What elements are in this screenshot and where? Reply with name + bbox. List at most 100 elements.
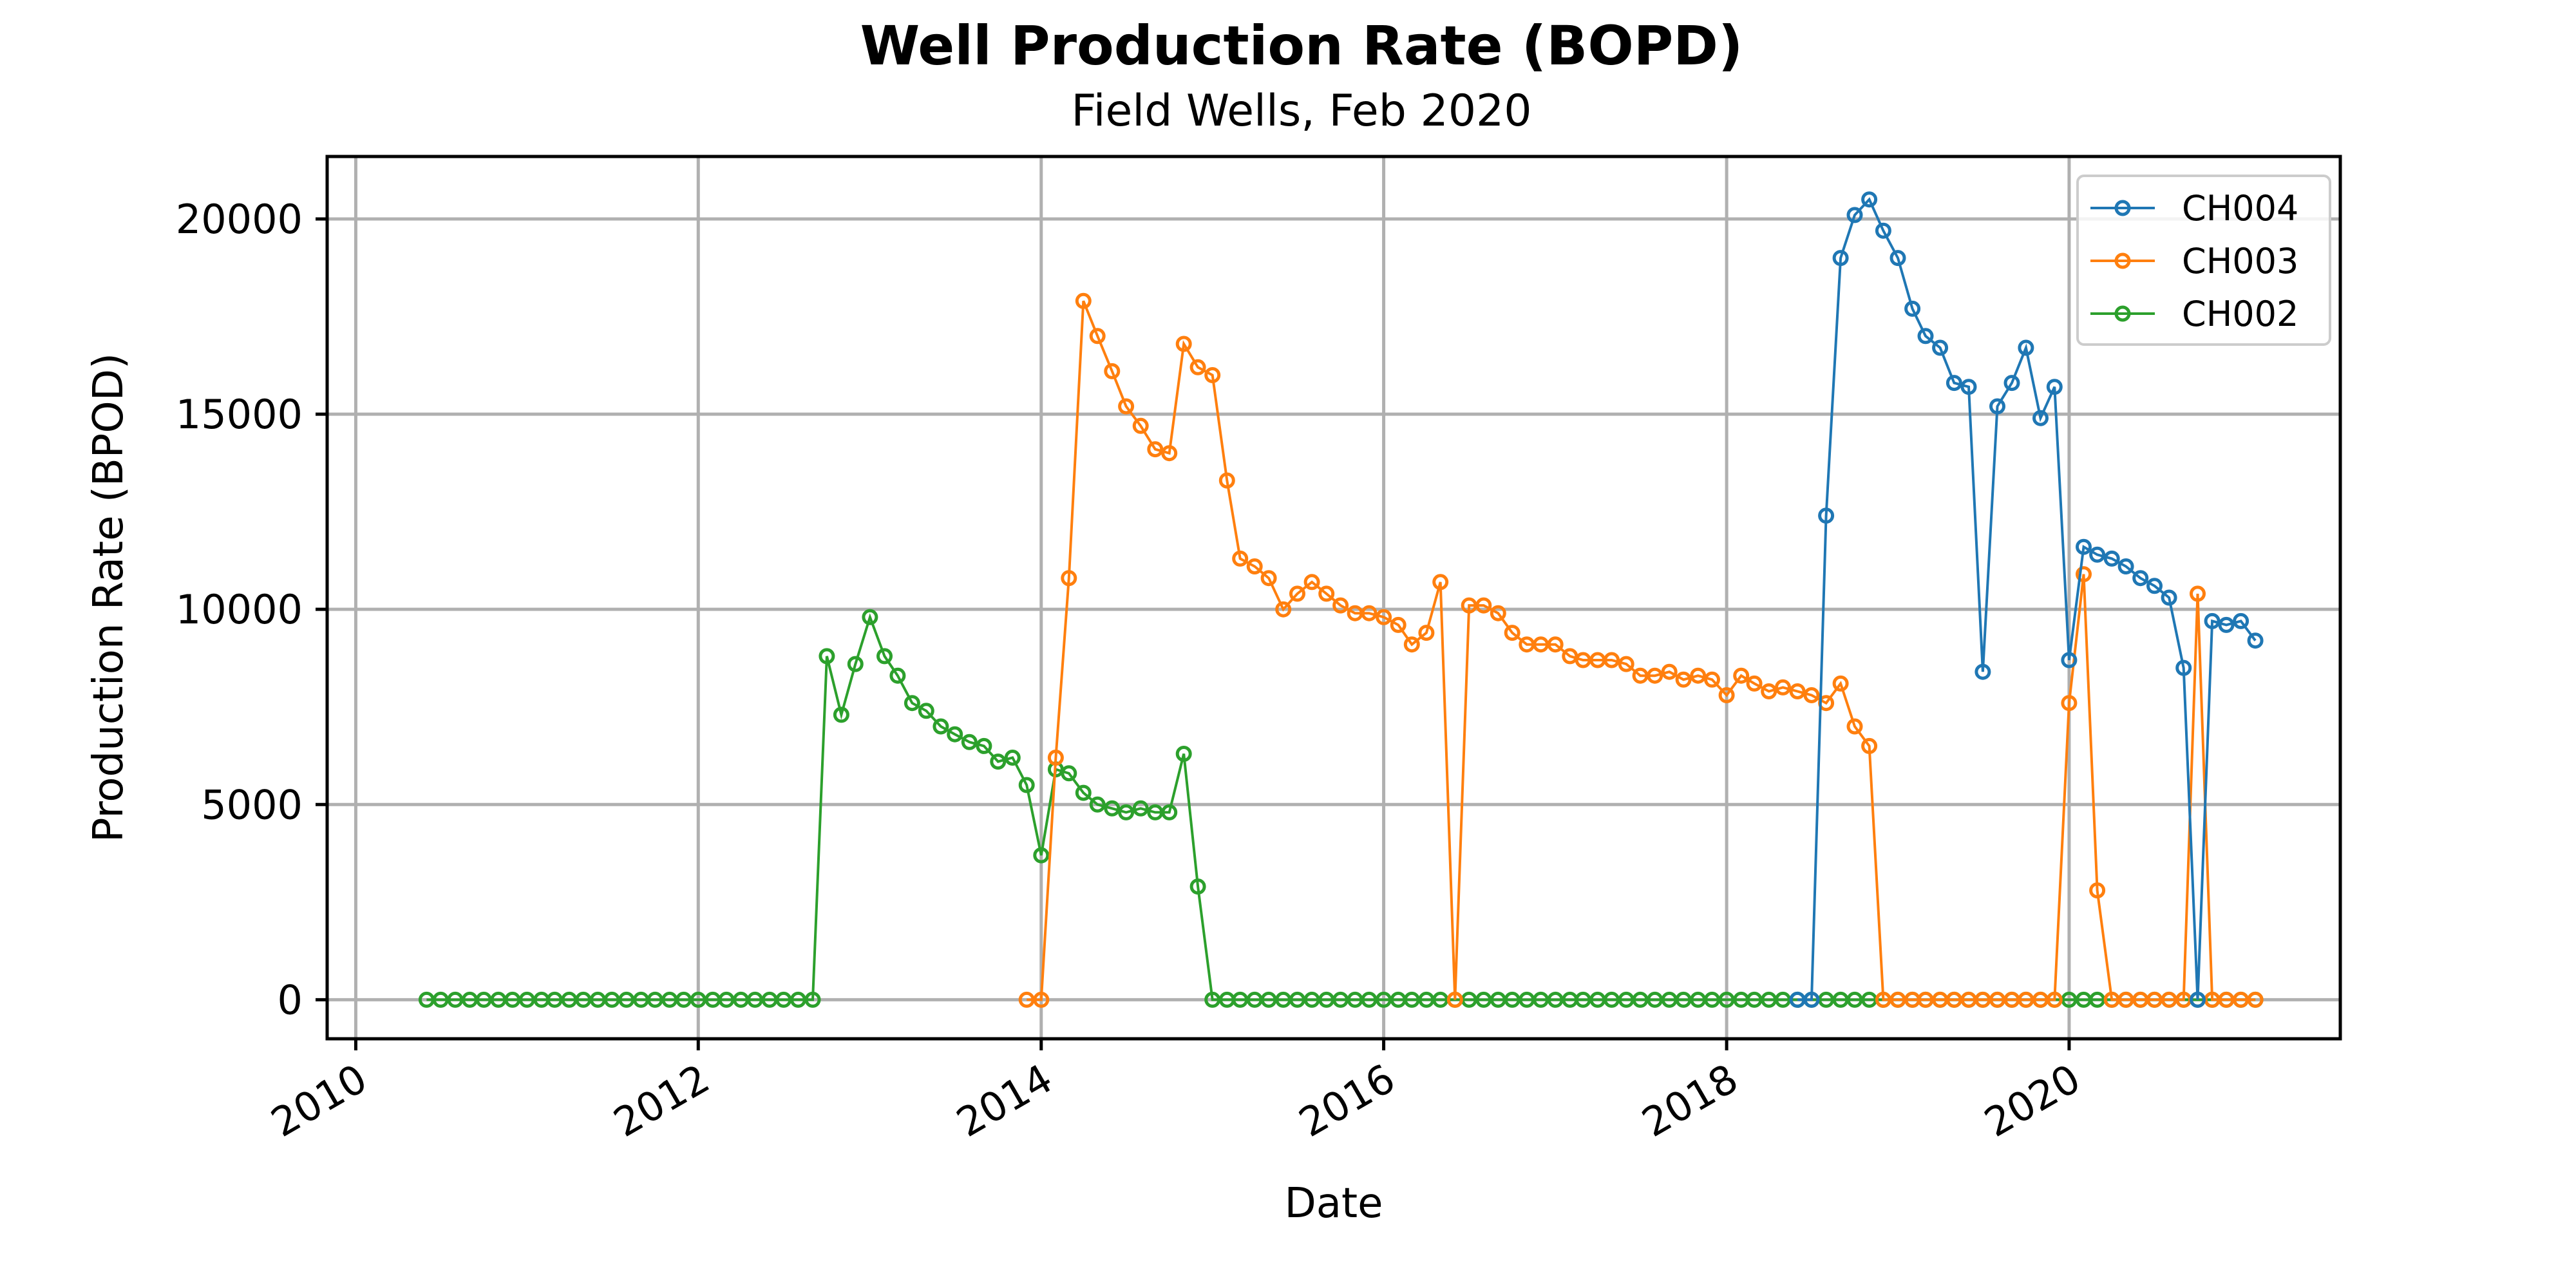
data-point: [1704, 991, 1720, 1008]
chart-subtitle: Field Wells, Feb 2020: [1071, 86, 1531, 137]
data-point: [1361, 991, 1378, 1008]
data-point: [1418, 625, 1435, 641]
data-point: [1018, 777, 1035, 793]
data-point: [1089, 328, 1106, 345]
data-point: [1318, 585, 1335, 602]
data-point: [1075, 784, 1092, 801]
data-point: [2161, 589, 2177, 606]
data-point: [1789, 683, 1806, 699]
data-point: [1946, 375, 1962, 392]
data-point: [1104, 800, 1121, 817]
data-point: [1018, 991, 1035, 1008]
data-point: [1746, 991, 1763, 1008]
y-axis-label: Production Rate (BPOD): [85, 353, 133, 842]
data-point: [1403, 991, 1420, 1008]
data-point: [2190, 585, 2206, 602]
chart-title: Well Production Rate (BOPD): [860, 14, 1743, 77]
data-point: [2003, 375, 2020, 392]
data-point: [918, 703, 934, 719]
series-layer: [418, 191, 2264, 1008]
data-point: [1204, 367, 1221, 383]
data-point: [976, 737, 992, 754]
data-point: [1161, 804, 1178, 820]
data-point: [1403, 636, 1420, 653]
data-point: [1604, 991, 1620, 1008]
data-point: [1704, 671, 1720, 688]
data-point: [1303, 991, 1320, 1008]
data-point: [2032, 410, 2049, 426]
data-point: [804, 991, 821, 1008]
data-point: [2247, 991, 2264, 1008]
data-point: [2146, 578, 2163, 594]
data-point: [1875, 991, 1891, 1008]
legend-label: CH003: [2182, 241, 2298, 281]
series-ch004: [1789, 191, 2264, 1008]
data-point: [2117, 991, 2134, 1008]
data-point: [546, 991, 563, 1008]
data-point: [2089, 991, 2106, 1008]
data-point: [1575, 991, 1591, 1008]
data-point: [889, 667, 906, 684]
data-point: [2204, 612, 2221, 629]
data-point: [1547, 636, 1564, 653]
series-line: [1797, 197, 2257, 1001]
data-point: [1803, 687, 1820, 703]
data-point: [2046, 991, 2063, 1008]
data-point: [1175, 336, 1192, 352]
data-point: [1917, 991, 1934, 1008]
data-point: [1690, 667, 1707, 684]
data-point: [1861, 737, 1878, 754]
data-point: [2089, 546, 2106, 563]
data-point: [1818, 507, 1835, 524]
data-point: [1104, 363, 1121, 379]
data-point: [1175, 746, 1192, 762]
data-point: [1733, 667, 1750, 684]
y-tick-label: 5000: [201, 781, 303, 828]
data-point: [1889, 991, 1906, 1008]
data-point: [1904, 300, 1921, 317]
data-point: [1775, 991, 1791, 1008]
legend-item: CH002: [2090, 294, 2298, 334]
data-point: [1446, 991, 1463, 1008]
data-point: [1746, 675, 1763, 692]
data-point: [1390, 616, 1406, 633]
data-point: [1975, 663, 1991, 680]
data-point: [1376, 991, 1392, 1008]
data-point: [475, 991, 492, 1008]
data-point: [618, 991, 635, 1008]
data-point: [2061, 652, 2078, 668]
legend: CH004 CH003 CH002: [2076, 175, 2331, 346]
data-point: [1575, 652, 1591, 668]
data-point: [1218, 472, 1235, 489]
legend-item: CH004: [2090, 188, 2298, 229]
series-ch003: [1018, 292, 2264, 1008]
data-point: [1490, 605, 1506, 621]
data-point: [1004, 750, 1021, 766]
data-point: [2076, 566, 2092, 583]
y-tick-label: 20000: [176, 196, 303, 243]
data-point: [876, 648, 893, 665]
legend-label: CH004: [2182, 188, 2298, 229]
data-point: [1932, 339, 1949, 356]
data-point: [1089, 796, 1106, 813]
data-point: [432, 991, 449, 1008]
data-point: [775, 991, 792, 1008]
data-point: [690, 991, 706, 1008]
data-point: [1275, 601, 1292, 618]
data-point: [1718, 991, 1735, 1008]
data-point: [1061, 570, 1077, 587]
legend-label: CH002: [2182, 294, 2298, 334]
data-point: [1061, 765, 1077, 782]
data-point: [1475, 597, 1492, 614]
y-tick-label: 0: [278, 976, 303, 1023]
data-point: [947, 726, 963, 743]
data-point: [746, 991, 763, 1008]
data-point: [904, 695, 920, 712]
data-point: [961, 734, 978, 750]
y-axis: 0 5000 10000 15000 20000: [176, 196, 327, 1023]
data-point: [2089, 882, 2106, 899]
data-point: [2117, 558, 2134, 574]
data-point: [1618, 656, 1634, 672]
data-point: [647, 991, 663, 1008]
data-point: [447, 991, 464, 1008]
